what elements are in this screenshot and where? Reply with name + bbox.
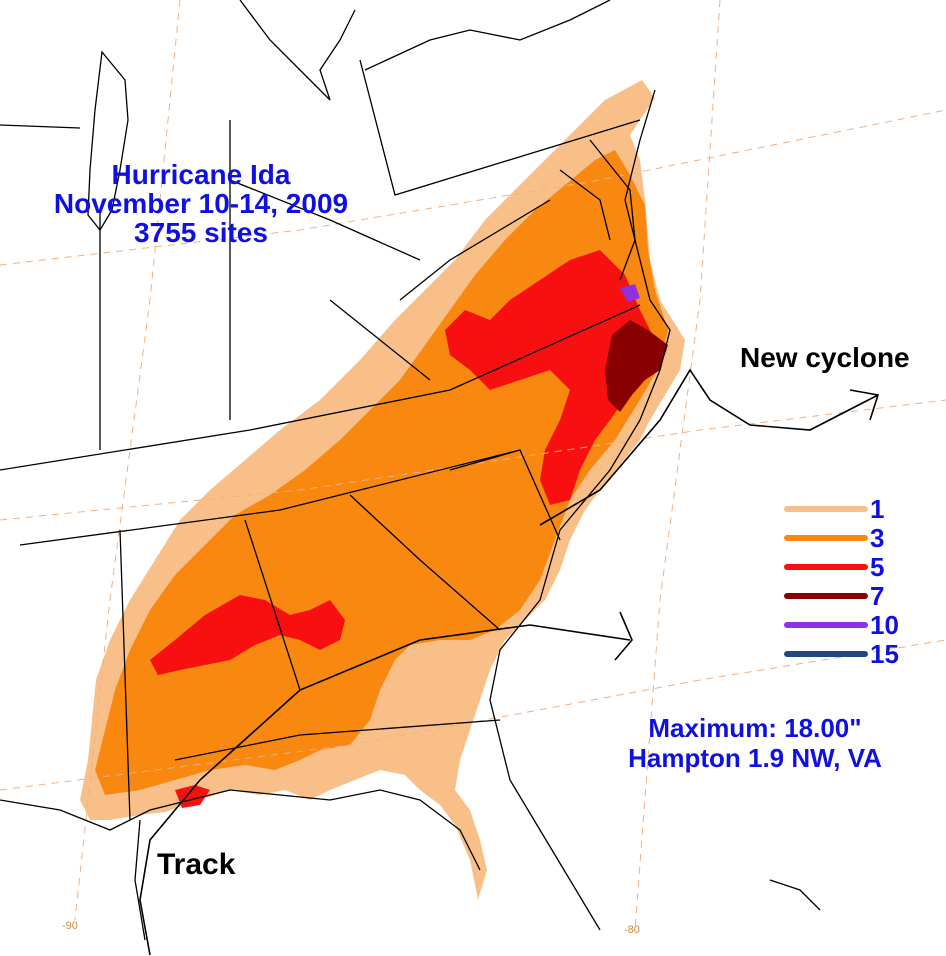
title-line-3: 3755 sites: [134, 217, 268, 248]
maximum-info: Maximum: 18.00" Hampton 1.9 NW, VA: [590, 713, 920, 773]
longitude-label-left: -90: [62, 920, 78, 932]
track-arrowhead: [614, 611, 633, 661]
contour-5-inch: [445, 250, 655, 505]
legend-swatch-1: [784, 506, 868, 512]
longitude-label-right: -80: [624, 924, 640, 936]
contour-7-inch: [605, 320, 668, 412]
track-path: [139, 624, 631, 956]
legend-value-1: 1: [870, 494, 885, 524]
storm-tracks: [139, 368, 880, 956]
title-line-2: November 10-14, 2009: [53, 188, 349, 219]
legend: 1 3 5 7 10 15: [784, 494, 934, 676]
new-cyclone-label: New cyclone: [740, 342, 910, 373]
legend-swatch-15: [784, 651, 868, 657]
legend-swatch-10: [784, 622, 868, 628]
contour-5-inch-south: [150, 595, 345, 675]
lake-michigan: [87, 50, 129, 232]
boundaries: [0, 0, 821, 941]
map-title: Hurricane Ida November 10-14, 2009 3755 …: [18, 160, 384, 247]
rainfall-contours: [80, 80, 685, 900]
legend-value-3: 3: [870, 523, 885, 553]
title-line-1: Hurricane Ida: [111, 159, 291, 190]
contour-5-inch-coast: [175, 785, 210, 808]
new-cyclone-arrowhead: [849, 389, 880, 421]
legend-value-5: 5: [870, 552, 885, 582]
maximum-location: Hampton 1.9 NW, VA: [628, 743, 882, 773]
new-cyclone-path: [539, 368, 879, 526]
legend-value-15: 15: [870, 639, 899, 669]
track-label: Track: [157, 848, 236, 881]
grid-lines: [0, 0, 946, 931]
legend-value-10: 10: [870, 610, 899, 640]
legend-swatch-3: [784, 535, 868, 541]
legend-value-7: 7: [870, 581, 885, 611]
maximum-value: Maximum: 18.00": [648, 713, 862, 743]
contour-10-inch: [620, 284, 640, 302]
legend-swatch-5: [784, 564, 868, 570]
legend-swatch-7: [784, 593, 868, 599]
